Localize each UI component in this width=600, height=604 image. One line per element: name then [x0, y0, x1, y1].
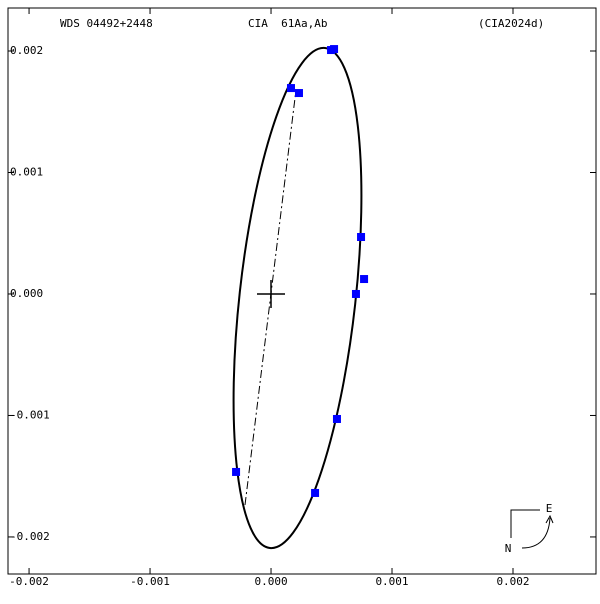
compass-label: N [505, 542, 512, 555]
x-tick-label: 0.000 [254, 575, 287, 588]
compass-label: E [546, 502, 553, 515]
observation [332, 414, 341, 423]
y-tick-label: 0.000 [10, 287, 43, 300]
x-tick-label: -0.002 [9, 575, 49, 588]
header-center: CIA 61Aa,Ab [248, 17, 327, 30]
header-right: (CIA2024d) [478, 17, 544, 30]
y-tick-label: 0.001 [10, 165, 43, 178]
y-tick-label: -0.002 [10, 530, 50, 543]
x-tick-label: 0.002 [496, 575, 529, 588]
y-tick-label: -0.001 [10, 408, 50, 421]
observation [327, 46, 336, 55]
observation [286, 84, 295, 93]
y-tick-label: 0.002 [10, 44, 43, 57]
x-tick-label: -0.001 [130, 575, 170, 588]
plot-frame [7, 7, 597, 575]
orbit [232, 46, 363, 550]
header-left: WDS 04492+2448 [60, 17, 153, 30]
observation [311, 488, 320, 497]
x-tick-label: 0.001 [375, 575, 408, 588]
observation [360, 275, 369, 284]
compass-arrow [545, 514, 554, 524]
compass-arrow [521, 517, 551, 549]
observation [351, 289, 360, 298]
observation [357, 232, 366, 241]
compass [510, 509, 540, 538]
observation [232, 467, 241, 476]
observation [294, 89, 303, 98]
